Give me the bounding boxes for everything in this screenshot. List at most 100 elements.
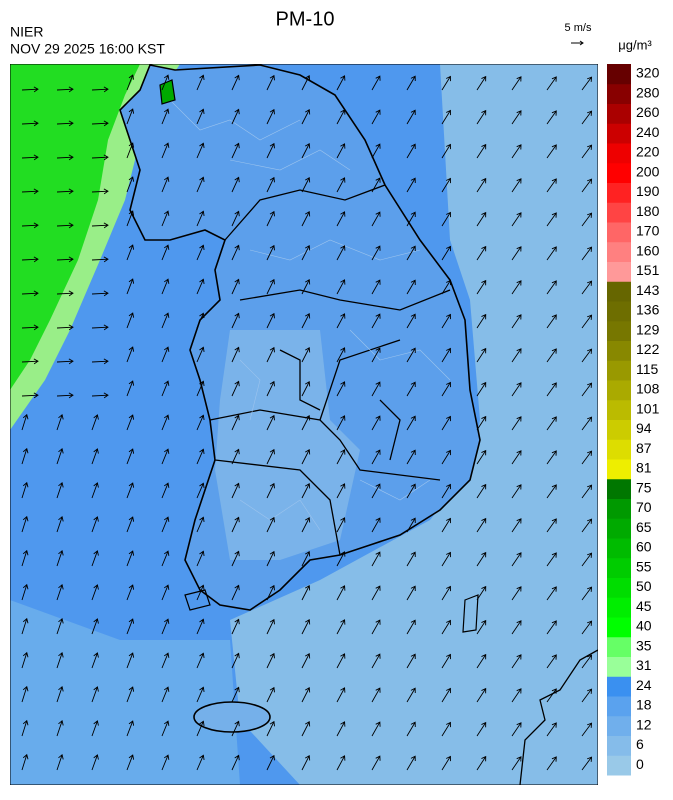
wind-arrow	[441, 245, 451, 261]
wind-arrow	[231, 652, 240, 669]
wind-arrow	[56, 188, 74, 195]
colorbar-label: 136	[636, 302, 660, 318]
wind-arrow	[301, 618, 311, 635]
wind-arrow	[371, 75, 381, 91]
colorbar-label: 75	[636, 479, 652, 495]
agency: NIER	[10, 24, 43, 40]
wind-arrow	[441, 313, 451, 329]
wind-arrow	[126, 754, 135, 771]
wind-arrow	[476, 279, 487, 295]
island	[462, 594, 479, 633]
wind-arrow	[196, 414, 205, 431]
wind-arrow	[56, 584, 64, 601]
wind-arrow	[161, 414, 170, 431]
wind-arrows	[21, 74, 593, 771]
wind-arrow	[371, 381, 381, 397]
wind-arrow	[336, 551, 346, 567]
wind-arrow	[266, 176, 275, 193]
colorbar-label: 94	[636, 420, 652, 436]
wind-arrow	[476, 75, 487, 91]
colorbar-label: 320	[636, 65, 660, 81]
colorbar-segment	[607, 182, 631, 203]
wind-arrow	[21, 392, 39, 399]
wind-arrow	[91, 290, 109, 297]
wind-arrow	[21, 188, 39, 195]
wind-arrow	[56, 358, 74, 365]
wind-arrow	[161, 74, 170, 91]
wind-arrow	[161, 346, 170, 363]
colorbar-label: 6	[636, 736, 644, 752]
wind-arrow	[581, 722, 593, 737]
colorbar-label: 31	[636, 657, 652, 673]
wind-arrow	[301, 720, 311, 737]
colorbar-segment	[607, 261, 631, 282]
wind-arrow	[231, 448, 240, 465]
wind-arrow	[336, 619, 346, 635]
province-borders	[209, 184, 451, 556]
wind-arrow	[161, 754, 170, 771]
wind-arrow	[126, 210, 135, 227]
wind-arrow	[91, 584, 99, 601]
wind-arrow	[301, 380, 311, 397]
japan-coast	[519, 649, 598, 785]
colorbar-segment	[607, 202, 631, 223]
wind-arrow	[231, 74, 240, 91]
wind-arrow	[231, 278, 240, 295]
wind-arrow	[126, 550, 135, 567]
wind-arrow	[371, 449, 381, 465]
wind-arrow	[301, 244, 311, 261]
wind-arrow	[511, 178, 522, 193]
wind-arrow	[126, 380, 135, 397]
colorbar-segment	[607, 577, 631, 598]
wind-arrow	[196, 652, 205, 669]
colorbar-label: 143	[636, 282, 660, 298]
wind-arrow	[301, 176, 311, 193]
wind-arrow	[231, 686, 240, 703]
wind-arrow	[21, 222, 39, 229]
wind-arrow	[266, 652, 275, 669]
wind-arrow	[511, 654, 522, 669]
colorbar-label: 35	[636, 637, 652, 653]
wind-arrow	[581, 348, 593, 363]
wind-arrow	[546, 484, 557, 499]
wind-arrow	[126, 346, 135, 363]
wind-arrow	[196, 686, 205, 703]
wind-arrow	[476, 755, 487, 771]
wind-arrow	[511, 484, 522, 499]
wind-arrow	[196, 584, 205, 601]
wind-arrow	[56, 686, 64, 703]
wind-arrow	[406, 381, 416, 397]
wind-arrow	[231, 754, 240, 771]
wind-arrow	[161, 244, 170, 261]
colorbar-label: 50	[636, 578, 652, 594]
colorbar-label: 122	[636, 341, 660, 357]
wind-arrow	[441, 109, 451, 125]
wind-arrow	[546, 756, 557, 771]
wind-arrow	[511, 212, 522, 227]
wind-arrow	[511, 416, 522, 431]
colorbar-label: 129	[636, 321, 660, 337]
wind-arrow	[476, 415, 487, 431]
wind-arrow	[546, 688, 557, 703]
colorbar-segment	[607, 617, 631, 638]
wind-arrow	[126, 312, 135, 329]
colorbar-label: 200	[636, 163, 660, 179]
wind-arrow	[406, 449, 416, 465]
wind-arrow	[476, 381, 487, 397]
colorbar-label: 160	[636, 242, 660, 258]
colorbar-label: 81	[636, 460, 652, 476]
colorbar-segment	[607, 597, 631, 618]
wind-arrow	[196, 482, 205, 499]
wind-arrow	[266, 108, 275, 125]
wind-arrow	[441, 619, 451, 635]
wind-arrow	[441, 483, 451, 499]
wind-arrow	[546, 314, 557, 329]
wind-arrow	[581, 76, 593, 91]
wind-arrow	[406, 483, 416, 499]
wind-arrow	[511, 348, 522, 363]
colorbar-label: 260	[636, 104, 660, 120]
wind-arrow	[21, 753, 29, 771]
wind-arrow	[266, 618, 275, 635]
wind-arrow	[301, 482, 311, 499]
wind-arrow	[56, 550, 64, 567]
